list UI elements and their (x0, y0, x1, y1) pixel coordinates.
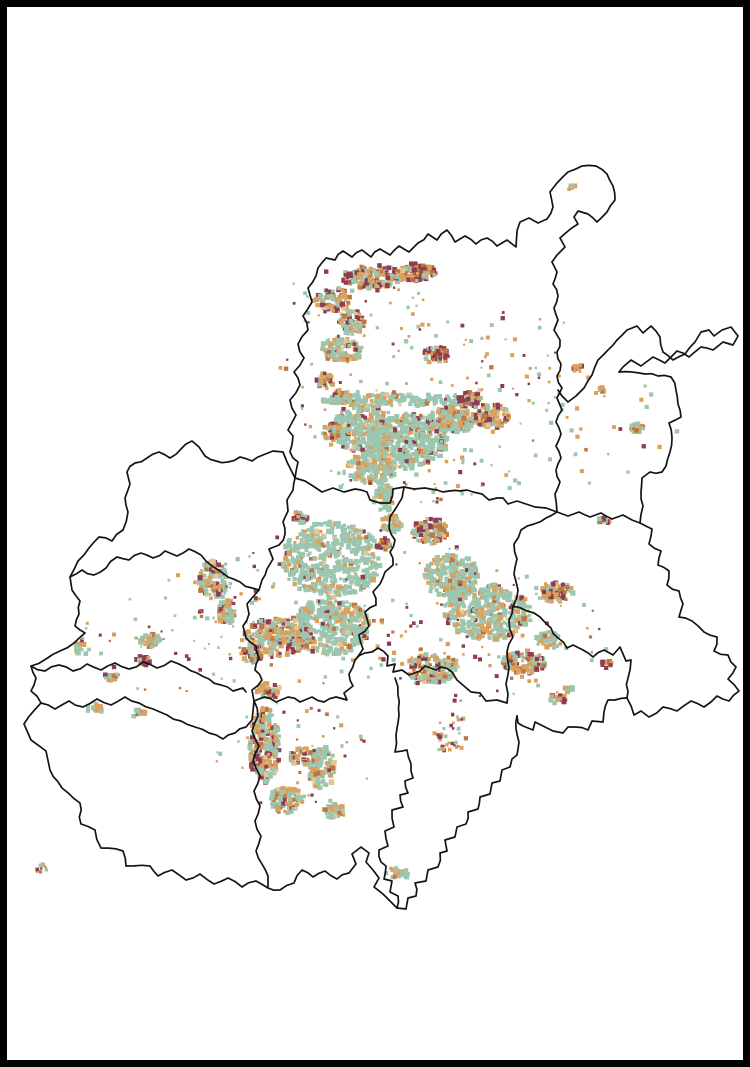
boundary-kungwini-south (556, 511, 641, 524)
boundary-jhb-south (253, 659, 356, 703)
boundary-lesedi-inner-ne (512, 605, 632, 699)
boundary-emfuleni-west (251, 700, 269, 889)
boundary-west-south-outer (23, 529, 398, 909)
boundary-ekurhuleni-south (354, 647, 508, 704)
boundary-tshwane-south (294, 477, 558, 513)
urban-raster-layer (35, 183, 680, 880)
boundary-east-claw (616, 325, 739, 373)
boundary-claw-diagonal (557, 339, 618, 403)
boundary-randfontein-westonaria (30, 660, 247, 693)
boundary-jhb-ekurhuleni (354, 486, 405, 661)
boundary-lesedi-outer (626, 522, 740, 718)
boundary-east-outer (618, 370, 682, 524)
boundary-mogale-randfontein (69, 548, 260, 591)
municipal-boundaries-layer (23, 164, 740, 910)
boundary-ekurhuleni-lesedi (505, 511, 558, 704)
boundary-lesedi-south (516, 697, 628, 734)
boundary-tshwane-north (317, 164, 616, 269)
boundary-tshwane-west (287, 267, 319, 479)
boundary-jhb-west (242, 477, 296, 702)
boundary-midvaal-outline (378, 677, 520, 910)
boundary-kungwini-west (551, 261, 563, 513)
boundary-westonaria-south (40, 696, 255, 740)
boundary-mogale-north (122, 440, 296, 531)
